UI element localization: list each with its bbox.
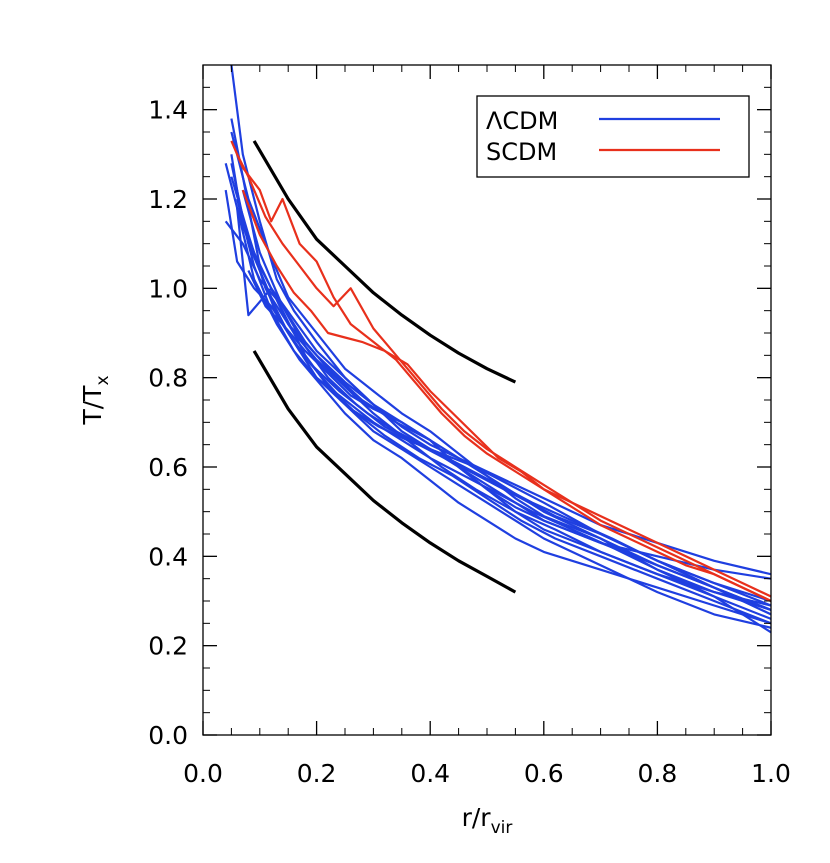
- y-tick-label: 0.0: [148, 721, 188, 750]
- x-axis-title-sub: vir: [491, 818, 513, 838]
- legend: ΛCDM SCDM: [476, 95, 750, 178]
- x-tick-label: 0.0: [183, 759, 223, 788]
- lcdm-series-line-4: [230, 131, 771, 611]
- legend-label-lcdm: ΛCDM: [486, 107, 558, 135]
- upper-bound-curve: [252, 140, 517, 384]
- scdm-series-line-15: [230, 140, 771, 602]
- x-tick-label: 0.6: [524, 759, 564, 788]
- y-tick-label: 1.4: [148, 96, 188, 125]
- y-tick-label: 0.8: [148, 364, 188, 393]
- y-tick-label: 0.4: [148, 542, 188, 571]
- lcdm-series-line-13: [247, 270, 771, 611]
- scdm-series-line-16: [236, 153, 771, 598]
- lower-bound-curve: [252, 350, 517, 594]
- lcdm-series-line-7: [230, 118, 771, 625]
- scdm-series-line-17: [241, 189, 771, 602]
- x-tick-label: 1.0: [751, 759, 791, 788]
- y-tick-label: 1.2: [148, 185, 188, 214]
- x-tick-label: 0.2: [297, 759, 337, 788]
- x-tick-labels: 0.0 0.2 0.4 0.6 0.8 1.0: [183, 759, 791, 788]
- y-axis-title: T/Tx: [78, 375, 113, 425]
- bounds-layer: [252, 140, 517, 594]
- y-axis-title-main: T/T: [78, 385, 107, 426]
- ticks-layer: [202, 65, 772, 736]
- lcdm-series-line-12: [230, 176, 771, 607]
- x-tick-label: 0.4: [410, 759, 450, 788]
- lcdm-series-line-14: [236, 207, 771, 625]
- y-tick-label: 1.0: [148, 274, 188, 303]
- y-tick-labels: 0.0 0.2 0.4 0.6 0.8 1.0 1.2 1.4: [148, 96, 188, 750]
- series-layer: [224, 65, 771, 634]
- x-axis-title: r/rvir: [462, 803, 513, 838]
- legend-box: [476, 95, 750, 178]
- y-tick-label: 0.6: [148, 453, 188, 482]
- plot-area: [224, 65, 771, 634]
- y-axis-title-sub: x: [93, 375, 113, 385]
- lcdm-series-line-1: [230, 65, 771, 580]
- y-tick-label: 0.2: [148, 632, 188, 661]
- legend-label-scdm: SCDM: [486, 138, 557, 166]
- x-tick-label: 0.8: [638, 759, 678, 788]
- x-axis-title-main: r/r: [462, 803, 492, 832]
